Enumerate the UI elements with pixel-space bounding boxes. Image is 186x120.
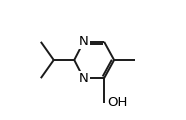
Text: N: N bbox=[79, 35, 89, 48]
Text: N: N bbox=[79, 72, 89, 85]
Text: OH: OH bbox=[107, 96, 127, 109]
